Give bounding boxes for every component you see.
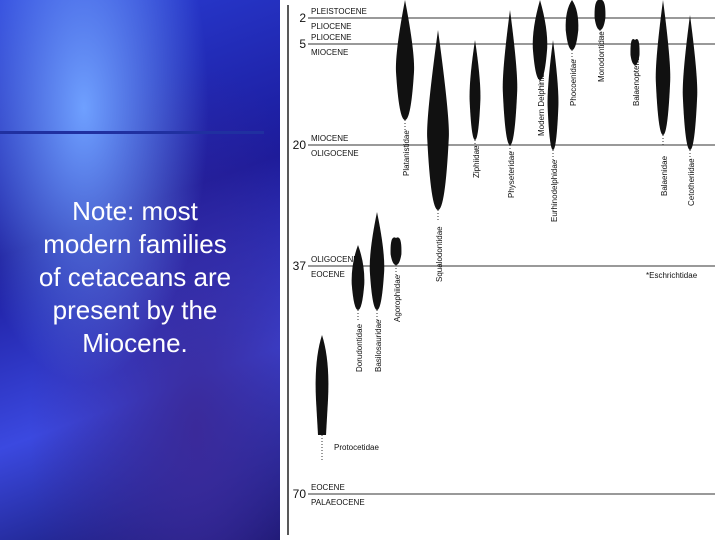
- side-panel: Note: most modern families of cetaceans ar…: [0, 0, 280, 540]
- family-label: Phocoenidae: [569, 59, 578, 106]
- lineage-spindle: [315, 335, 329, 435]
- epoch-label: PLIOCENE: [311, 22, 351, 31]
- note-line: of cetaceans are: [38, 262, 232, 292]
- family-label: *Eschrichtidae: [646, 271, 698, 280]
- family-label: Eurhinodelphidae: [550, 159, 559, 222]
- note: Note: most modern families of cetaceans ar…: [0, 195, 270, 360]
- age-label: 37: [293, 259, 307, 273]
- lineage-spindle: [427, 30, 449, 210]
- family-label: Agorophiidae: [393, 274, 402, 322]
- age-label: 5: [299, 37, 306, 51]
- family-label: Dorudontidae: [355, 323, 364, 372]
- epoch-label: MIOCENE: [311, 134, 348, 143]
- epoch-label: OLIGOCENE: [311, 149, 359, 158]
- family-label: Cetotheriidae: [687, 158, 696, 206]
- lineage-spindle: [630, 39, 640, 65]
- epoch-label: EOCENE: [311, 270, 345, 279]
- rule: [0, 131, 264, 134]
- age-label: 20: [293, 138, 307, 152]
- family-label: Balaenidae: [660, 155, 669, 196]
- epoch-label: OLIGOCENE: [311, 255, 359, 264]
- lineage-spindle: [469, 40, 481, 140]
- family-label: Balaenopteridae: [632, 47, 641, 106]
- epoch-label: PLEISTOCENE: [311, 7, 367, 16]
- diagram: 2 PLEISTOCENE PLIOCENE 5 PLIOCENE MIOCENE 20 MI…: [280, 0, 720, 540]
- lineage-spindle: [682, 15, 698, 150]
- family-label: Basilosauridae: [374, 319, 383, 372]
- family-label: Monodontidae: [597, 31, 606, 82]
- epoch-label: PALAEOCENE: [311, 498, 365, 507]
- lineage-spindle: [502, 10, 518, 145]
- family-label: Modern Delphinidae: [537, 64, 546, 136]
- note-line: Note: most: [72, 196, 198, 226]
- family-label: Squalodontidae: [435, 226, 444, 282]
- diagram-bg: [280, 0, 720, 540]
- age-label: 70: [293, 487, 307, 501]
- epoch-label: EOCENE: [311, 483, 345, 492]
- note-line: modern families: [43, 229, 227, 259]
- family-label: Platanistidae: [402, 130, 411, 176]
- lineage-spindle: [390, 237, 402, 265]
- epoch-label: PLIOCENE: [311, 33, 351, 42]
- family-label: Physeteridae: [507, 151, 516, 198]
- note-line: Miocene.: [82, 328, 188, 358]
- lineage-spindle: [565, 0, 579, 50]
- lineage-spindle: [532, 0, 548, 80]
- lineage-spindle: [395, 0, 415, 120]
- lineage-spindle: [655, 0, 671, 135]
- family-label: Protocetidae: [334, 443, 379, 452]
- lineage-spindle: [594, 0, 606, 30]
- lineage-spindle: [547, 40, 559, 150]
- age-label: 2: [299, 11, 306, 25]
- family-label: Ziphiidae: [472, 145, 481, 178]
- lineage-spindle: [351, 245, 365, 310]
- note-line: present by the: [52, 295, 218, 325]
- lineage-spindle: [369, 212, 385, 310]
- epoch-label: MIOCENE: [311, 48, 348, 57]
